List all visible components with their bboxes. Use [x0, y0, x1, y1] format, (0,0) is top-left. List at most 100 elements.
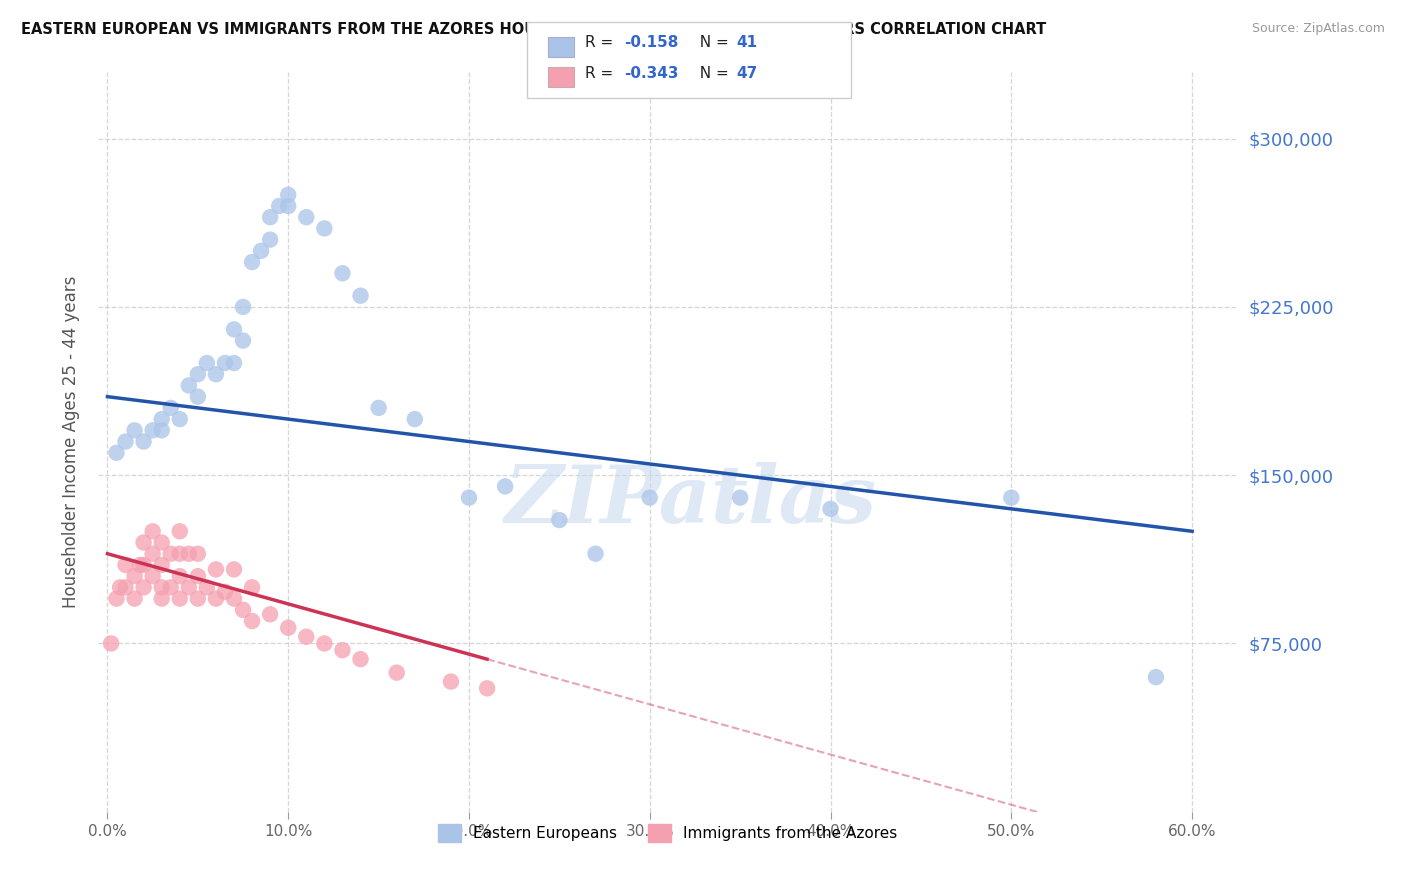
- Text: -0.343: -0.343: [624, 66, 679, 80]
- Point: [240, 255, 263, 269]
- Point: [114, 558, 136, 572]
- Point: [159, 547, 181, 561]
- Point: [150, 423, 173, 437]
- Point: [114, 580, 136, 594]
- Point: [332, 266, 354, 280]
- Text: EASTERN EUROPEAN VS IMMIGRANTS FROM THE AZORES HOUSEHOLDER INCOME AGES 25 - 44 Y: EASTERN EUROPEAN VS IMMIGRANTS FROM THE …: [21, 22, 1046, 37]
- Point: [187, 390, 209, 404]
- Point: [169, 524, 191, 539]
- Point: [277, 187, 299, 202]
- Point: [105, 446, 128, 460]
- Point: [232, 334, 254, 348]
- Point: [132, 434, 155, 449]
- Point: [129, 558, 152, 572]
- Point: [214, 585, 236, 599]
- Point: [314, 221, 336, 235]
- Point: [100, 636, 122, 650]
- Point: [150, 591, 173, 606]
- Text: ZIPatlas: ZIPatlas: [505, 462, 877, 540]
- Point: [114, 434, 136, 449]
- Point: [585, 547, 607, 561]
- Point: [250, 244, 273, 258]
- Point: [440, 674, 463, 689]
- Point: [222, 356, 245, 370]
- Point: [187, 368, 209, 382]
- Point: [332, 643, 354, 657]
- Point: [132, 535, 155, 549]
- Point: [187, 569, 209, 583]
- Legend: Eastern Europeans, Immigrants from the Azores: Eastern Europeans, Immigrants from the A…: [432, 818, 904, 848]
- Point: [124, 423, 146, 437]
- Point: [205, 591, 228, 606]
- Point: [1144, 670, 1167, 684]
- Point: [169, 569, 191, 583]
- Point: [295, 210, 318, 224]
- Point: [124, 591, 146, 606]
- Text: -0.158: -0.158: [624, 35, 679, 50]
- Point: [132, 580, 155, 594]
- Point: [232, 603, 254, 617]
- Point: [205, 562, 228, 576]
- Point: [259, 233, 281, 247]
- Point: [222, 322, 245, 336]
- Point: [494, 479, 516, 493]
- Point: [349, 289, 371, 303]
- Point: [367, 401, 389, 415]
- Point: [259, 210, 281, 224]
- Point: [150, 535, 173, 549]
- Text: N =: N =: [690, 35, 734, 50]
- Point: [259, 607, 281, 622]
- Point: [458, 491, 481, 505]
- Point: [240, 614, 263, 628]
- Point: [728, 491, 751, 505]
- Point: [404, 412, 426, 426]
- Point: [132, 558, 155, 572]
- Point: [205, 368, 228, 382]
- Text: N =: N =: [690, 66, 734, 80]
- Point: [150, 412, 173, 426]
- Point: [314, 636, 336, 650]
- Text: 47: 47: [737, 66, 758, 80]
- Point: [142, 547, 165, 561]
- Point: [177, 547, 200, 561]
- Point: [169, 412, 191, 426]
- Y-axis label: Householder Income Ages 25 - 44 years: Householder Income Ages 25 - 44 years: [62, 276, 80, 607]
- Point: [142, 569, 165, 583]
- Point: [177, 580, 200, 594]
- Point: [195, 356, 218, 370]
- Point: [108, 580, 131, 594]
- Point: [142, 423, 165, 437]
- Point: [187, 547, 209, 561]
- Point: [295, 630, 318, 644]
- Point: [222, 562, 245, 576]
- Point: [277, 199, 299, 213]
- Point: [638, 491, 661, 505]
- Point: [159, 580, 181, 594]
- Point: [820, 501, 842, 516]
- Point: [105, 591, 128, 606]
- Point: [385, 665, 408, 680]
- Point: [222, 591, 245, 606]
- Point: [169, 547, 191, 561]
- Point: [142, 524, 165, 539]
- Point: [349, 652, 371, 666]
- Text: R =: R =: [585, 35, 619, 50]
- Point: [169, 591, 191, 606]
- Point: [269, 199, 291, 213]
- Point: [187, 591, 209, 606]
- Point: [195, 580, 218, 594]
- Point: [159, 401, 181, 415]
- Point: [232, 300, 254, 314]
- Point: [150, 558, 173, 572]
- Point: [548, 513, 571, 527]
- Point: [177, 378, 200, 392]
- Text: Source: ZipAtlas.com: Source: ZipAtlas.com: [1251, 22, 1385, 36]
- Text: R =: R =: [585, 66, 619, 80]
- Point: [214, 356, 236, 370]
- Point: [240, 580, 263, 594]
- Point: [277, 621, 299, 635]
- Point: [150, 580, 173, 594]
- Point: [124, 569, 146, 583]
- Text: 41: 41: [737, 35, 758, 50]
- Point: [475, 681, 498, 696]
